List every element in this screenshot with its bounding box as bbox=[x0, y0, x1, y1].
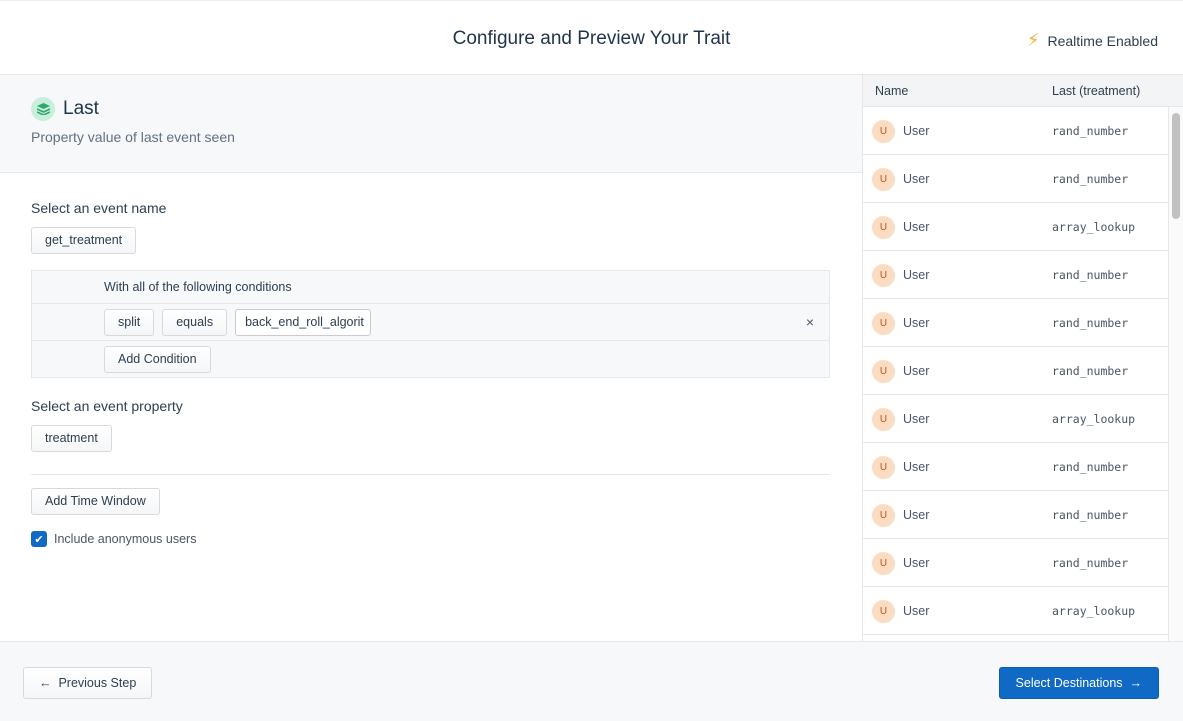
user-name: User bbox=[903, 172, 930, 186]
table-row[interactable]: U User rand_number bbox=[863, 443, 1169, 491]
avatar: U bbox=[872, 312, 895, 335]
avatar: U bbox=[872, 216, 895, 239]
include-anonymous-label: Include anonymous users bbox=[54, 532, 197, 546]
event-property-select[interactable]: treatment bbox=[31, 425, 112, 452]
user-name: User bbox=[903, 604, 930, 618]
table-row[interactable]: U User rand_number bbox=[863, 491, 1169, 539]
table-row[interactable]: U User rand_number bbox=[863, 155, 1169, 203]
include-anonymous-checkbox[interactable]: ✔ Include anonymous users bbox=[31, 531, 831, 547]
add-time-window-button[interactable]: Add Time Window bbox=[31, 488, 160, 515]
table-row[interactable]: U User rand_number bbox=[863, 251, 1169, 299]
condition-value-input[interactable]: back_end_roll_algorit bbox=[235, 308, 372, 336]
divider bbox=[31, 474, 830, 475]
trait-title: Last bbox=[63, 98, 99, 119]
realtime-label: Realtime Enabled bbox=[1047, 32, 1158, 49]
table-row[interactable]: U User array_lookup bbox=[863, 395, 1169, 443]
page-header: Configure and Preview Your Trait ⚡︎ Real… bbox=[0, 0, 1183, 75]
column-header-name: Name bbox=[875, 84, 909, 98]
trait-value: rand_number bbox=[1052, 172, 1129, 186]
scrollbar[interactable] bbox=[1168, 107, 1183, 641]
trait-value: array_lookup bbox=[1052, 220, 1136, 234]
trait-value: array_lookup bbox=[1052, 604, 1136, 618]
user-name: User bbox=[903, 460, 930, 474]
add-condition-button[interactable]: Add Condition bbox=[104, 345, 211, 373]
user-name: User bbox=[903, 364, 930, 378]
trait-config-panel: Last Property value of last event seen S… bbox=[0, 75, 862, 641]
user-name: User bbox=[903, 124, 930, 138]
preview-table: Name Last (treatment) U User rand_number U U… bbox=[862, 75, 1183, 641]
page-title: Configure and Preview Your Trait bbox=[452, 28, 731, 49]
event-name-select[interactable]: get_treatment bbox=[31, 227, 137, 254]
trait-value: array_lookup bbox=[1052, 412, 1136, 426]
footer: ← Previous Step Select Destinations → bbox=[0, 641, 1183, 721]
avatar: U bbox=[872, 456, 895, 479]
select-destinations-button[interactable]: Select Destinations → bbox=[998, 667, 1159, 699]
event-name-label: Select an event name bbox=[31, 200, 167, 216]
user-name: User bbox=[903, 412, 930, 426]
previous-step-button[interactable]: ← Previous Step bbox=[23, 667, 153, 699]
trait-value: rand_number bbox=[1052, 364, 1129, 378]
condition-operator-select[interactable]: equals bbox=[162, 308, 228, 336]
checkmark-icon[interactable]: ✔ bbox=[31, 531, 47, 547]
trait-value: rand_number bbox=[1052, 124, 1129, 138]
user-name: User bbox=[903, 316, 930, 330]
event-property-label: Select an event property bbox=[31, 398, 183, 414]
avatar: U bbox=[872, 264, 895, 287]
user-name: User bbox=[903, 220, 930, 234]
table-header: Name Last (treatment) bbox=[863, 75, 1183, 107]
condition-row: split equals back_end_roll_algorit × bbox=[32, 304, 829, 341]
arrow-left-icon: ← bbox=[39, 676, 52, 690]
conditions-box: With all of the following conditions spl… bbox=[31, 270, 830, 378]
avatar: U bbox=[872, 408, 895, 431]
user-name: User bbox=[903, 268, 930, 282]
table-row[interactable]: U User array_lookup bbox=[863, 587, 1169, 635]
avatar: U bbox=[872, 600, 895, 623]
remove-condition-icon[interactable]: × bbox=[805, 314, 814, 330]
table-row[interactable]: U User rand_number bbox=[863, 347, 1169, 395]
user-name: User bbox=[903, 556, 930, 570]
trait-summary: Last Property value of last event seen bbox=[0, 75, 862, 173]
avatar: U bbox=[872, 120, 895, 143]
trait-value: rand_number bbox=[1052, 268, 1129, 282]
conditions-heading: With all of the following conditions bbox=[32, 271, 829, 304]
trait-value: rand_number bbox=[1052, 508, 1129, 522]
trait-description: Property value of last event seen bbox=[31, 129, 235, 145]
column-header-last: Last (treatment) bbox=[1052, 84, 1141, 98]
user-name: User bbox=[903, 508, 930, 522]
trait-value: rand_number bbox=[1052, 556, 1129, 570]
lightning-bolt-icon: ⚡︎ bbox=[1026, 30, 1040, 50]
trait-value: rand_number bbox=[1052, 316, 1129, 330]
avatar: U bbox=[872, 168, 895, 191]
table-row[interactable]: U User rand_number bbox=[863, 299, 1169, 347]
trait-value: rand_number bbox=[1052, 460, 1129, 474]
avatar: U bbox=[872, 552, 895, 575]
scrollbar-thumb[interactable] bbox=[1172, 113, 1180, 219]
table-row[interactable]: U User array_lookup bbox=[863, 203, 1169, 251]
avatar: U bbox=[872, 504, 895, 527]
condition-property-select[interactable]: split bbox=[104, 308, 155, 336]
arrow-right-icon: → bbox=[1129, 676, 1143, 690]
layers-icon bbox=[31, 97, 55, 121]
table-row[interactable]: U User rand_number bbox=[863, 107, 1169, 155]
table-row[interactable]: U User rand_number bbox=[863, 539, 1169, 587]
realtime-status: ⚡︎ Realtime Enabled bbox=[1027, 30, 1158, 51]
avatar: U bbox=[872, 360, 895, 383]
